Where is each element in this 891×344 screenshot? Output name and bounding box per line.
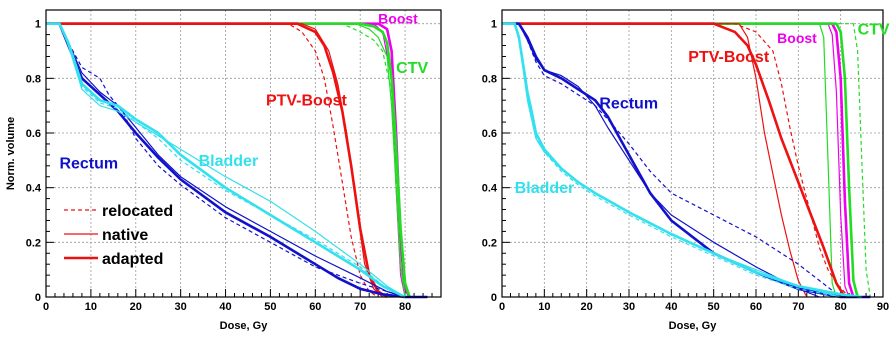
curve-label: Rectum bbox=[59, 156, 118, 173]
x-axis-label: Dose, Gy bbox=[220, 320, 269, 332]
series-line bbox=[502, 23, 837, 298]
y-tick-label: 0.2 bbox=[26, 237, 41, 249]
legend-label: adapted bbox=[102, 251, 163, 268]
series-line bbox=[502, 23, 841, 298]
curve-label: Rectum bbox=[599, 95, 658, 112]
y-tick-label: 0 bbox=[491, 292, 497, 304]
y-tick-label: 0.2 bbox=[482, 237, 497, 249]
series-line bbox=[502, 22, 871, 299]
x-tick-label: 40 bbox=[665, 301, 677, 313]
x-tick-label: 30 bbox=[175, 301, 187, 313]
plot-frame bbox=[501, 9, 884, 298]
x-tick-label: 20 bbox=[130, 301, 142, 313]
x-tick-label: 50 bbox=[708, 301, 720, 313]
x-tick-label: 10 bbox=[538, 301, 550, 313]
chart-panel-2: 0 10 20 30 40 50 60 70 80 90 0 0.2 0.4 0.6 0.8 1 Dose, G… bbox=[482, 9, 890, 332]
series-line bbox=[46, 23, 423, 298]
x-axis-label: Dose, Gy bbox=[669, 320, 718, 332]
legend-label: native bbox=[102, 227, 148, 244]
x-tick-label: 0 bbox=[499, 301, 505, 313]
y-tick-label: 0.8 bbox=[26, 73, 41, 85]
x-tick-label: 70 bbox=[792, 301, 804, 313]
x-tick-label: 10 bbox=[85, 301, 97, 313]
series-line bbox=[502, 23, 871, 298]
x-tick-label: 90 bbox=[877, 301, 889, 313]
series-line bbox=[502, 22, 862, 299]
y-axis-label: Norm. volume bbox=[5, 117, 17, 190]
y-tick-label: 0.6 bbox=[482, 128, 497, 140]
series-line bbox=[46, 22, 411, 298]
legend-label: relocated bbox=[102, 203, 173, 220]
curve-label: Boost bbox=[378, 11, 418, 27]
series-line bbox=[46, 23, 406, 298]
curve-label: PTV-Boost bbox=[688, 49, 770, 66]
curve-label: Boost bbox=[777, 30, 817, 46]
series-line bbox=[502, 23, 850, 298]
series-line bbox=[46, 23, 406, 298]
series-line bbox=[502, 22, 847, 298]
series-line bbox=[46, 22, 406, 299]
curve-label: PTV-Boost bbox=[266, 93, 348, 110]
y-tick-label: 0.6 bbox=[26, 128, 41, 140]
x-tick-label: 20 bbox=[581, 301, 593, 313]
curve-label: Bladder bbox=[515, 180, 575, 197]
x-tick-label: 50 bbox=[264, 301, 276, 313]
chart-panel-1: 0 10 20 30 40 50 60 70 80 0 0.2 0.4 0.6 0.8 1 Dose, Gy N… bbox=[5, 9, 442, 332]
x-tick-label: 30 bbox=[623, 301, 635, 313]
y-tick-label: 0.4 bbox=[482, 183, 498, 195]
series-line bbox=[46, 23, 406, 298]
x-tick-label: 40 bbox=[219, 301, 231, 313]
series-line bbox=[502, 23, 820, 298]
y-tick-label: 0.4 bbox=[26, 183, 42, 195]
y-tick-label: 1 bbox=[491, 19, 497, 31]
x-tick-label: 60 bbox=[309, 301, 321, 313]
x-tick-label: 80 bbox=[835, 301, 847, 313]
x-tick-label: 0 bbox=[43, 301, 49, 313]
y-tick-label: 0.8 bbox=[482, 73, 497, 85]
curve-label: CTV bbox=[858, 22, 890, 39]
x-tick-label: 70 bbox=[354, 301, 366, 313]
series-line bbox=[502, 23, 808, 298]
series-line bbox=[502, 22, 859, 298]
x-tick-label: 80 bbox=[399, 301, 411, 313]
y-tick-label: 1 bbox=[35, 19, 41, 31]
plot-frame bbox=[45, 9, 442, 298]
series-line bbox=[46, 23, 379, 298]
y-tick-label: 0 bbox=[35, 292, 41, 304]
x-tick-label: 60 bbox=[750, 301, 762, 313]
curve-label: CTV bbox=[396, 60, 428, 77]
series-line bbox=[502, 23, 842, 298]
curve-label: Bladder bbox=[199, 153, 259, 170]
